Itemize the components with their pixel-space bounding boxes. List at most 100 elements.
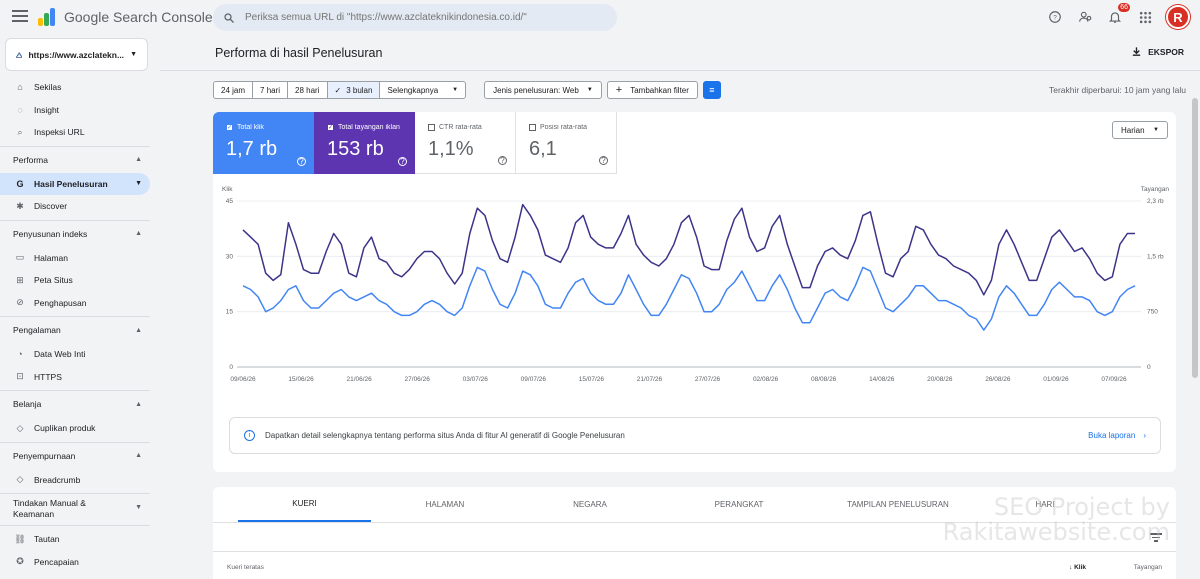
filter-rows-icon[interactable] bbox=[1150, 533, 1162, 542]
sidebar-item-inspeksi-url[interactable]: ⌕ Inspeksi URL bbox=[0, 121, 150, 144]
x-tick-label: 27/07/26 bbox=[695, 376, 721, 383]
left-tick-label: 0 bbox=[229, 364, 233, 371]
checkbox-unchecked-icon[interactable] bbox=[529, 124, 536, 131]
sidebar-item-https[interactable]: ⊡ HTTPS bbox=[0, 366, 150, 389]
manage-users-icon[interactable] bbox=[1076, 8, 1094, 26]
x-tick-label: 27/06/26 bbox=[405, 376, 431, 383]
chevron-down-icon: ▼ bbox=[135, 504, 142, 512]
pages-icon: ▭ bbox=[15, 252, 25, 263]
checkbox-checked-icon[interactable]: ✓ bbox=[226, 124, 233, 131]
x-tick-label: 15/06/26 bbox=[288, 376, 314, 383]
tab-kueri[interactable]: KUERI bbox=[238, 487, 371, 522]
granularity-select[interactable]: Harian ▼ bbox=[1112, 121, 1168, 139]
metric-label: CTR rata-rata bbox=[439, 124, 482, 131]
info-icon: i bbox=[244, 430, 255, 441]
url-inspect-search[interactable] bbox=[213, 4, 617, 31]
help-icon[interactable]: ? bbox=[498, 156, 507, 165]
sidebar-item-peta-situs[interactable]: ⊞ Peta Situs bbox=[0, 269, 150, 292]
url-inspect-input[interactable] bbox=[245, 12, 585, 23]
diamond-icon: ◇ bbox=[16, 474, 24, 485]
section-performa[interactable]: Performa ▲ bbox=[0, 145, 150, 173]
insight-icon: ◌ bbox=[17, 104, 23, 115]
sidebar-item-tautan[interactable]: ⛓ Tautan bbox=[0, 528, 150, 551]
metric-value: 153 rb bbox=[327, 138, 384, 160]
tab-halaman[interactable]: HALAMAN bbox=[425, 500, 465, 509]
help-icon[interactable]: ? bbox=[398, 157, 407, 166]
left-axis-label: Klik bbox=[222, 186, 233, 193]
property-selector[interactable]: https://www.azclatekn... ▼ bbox=[5, 38, 148, 71]
section-tindakan-manual[interactable]: Tindakan Manual & Keamanan ▼ bbox=[0, 493, 150, 523]
help-icon[interactable]: ? bbox=[297, 157, 306, 166]
help-icon[interactable]: ? bbox=[599, 156, 608, 165]
range-24h[interactable]: 24 jam bbox=[213, 81, 254, 99]
sidebar-item-data-web-inti[interactable]: ◔ Data Web Inti bbox=[0, 343, 150, 366]
apps-grid-icon[interactable] bbox=[1136, 8, 1154, 26]
sidebar-item-discover[interactable]: ✱ Discover bbox=[0, 195, 150, 218]
range-3m-label: 3 bulan bbox=[346, 85, 373, 95]
link-icon: ⛓ bbox=[14, 533, 26, 544]
dropdown-arrow-icon: ▼ bbox=[452, 87, 459, 93]
range-28d[interactable]: 28 hari bbox=[287, 81, 328, 99]
sidebar-item-label: Discover bbox=[34, 201, 68, 212]
x-tick-label: 14/08/26 bbox=[869, 376, 895, 383]
x-tick-label: 26/08/26 bbox=[985, 376, 1011, 383]
diamond-icon: ◇ bbox=[16, 422, 24, 433]
removals-icon: ⊘ bbox=[16, 297, 24, 308]
chevron-up-icon: ▲ bbox=[135, 156, 142, 163]
tab-hari[interactable]: HARI bbox=[1035, 500, 1055, 509]
open-report-link[interactable]: Buka laporan › bbox=[1088, 431, 1146, 440]
tab-tampilan-penelusuran[interactable]: TAMPILAN PENELUSURAN bbox=[847, 500, 949, 509]
x-tick-label: 15/07/26 bbox=[579, 376, 605, 383]
notifications-icon[interactable]: 66 bbox=[1106, 3, 1130, 26]
sidebar-item-breadcrumb[interactable]: ◇ Breadcrumb bbox=[0, 469, 150, 492]
sidebar-item-sekilas[interactable]: ⌂ Sekilas bbox=[0, 76, 150, 99]
column-clicks[interactable]: ↓ Klik bbox=[1069, 564, 1086, 571]
plus-icon: + bbox=[615, 84, 623, 96]
section-pengalaman[interactable]: Pengalaman ▲ bbox=[0, 316, 150, 343]
filter-bar: 24 jam 7 hari 28 hari ✓ 3 bulan Selengka… bbox=[213, 81, 721, 99]
export-button[interactable]: EKSPOR bbox=[1131, 46, 1184, 57]
speed-icon: ◔ bbox=[17, 349, 23, 360]
search-type-select[interactable]: Jenis penelusuran: Web ▼ bbox=[484, 81, 602, 99]
right-axis-label: Tayangan bbox=[1141, 186, 1170, 193]
tab-perangkat[interactable]: PERANGKAT bbox=[714, 500, 764, 509]
menu-icon[interactable] bbox=[12, 10, 28, 24]
sidebar-item-insight[interactable]: ◌ Insight bbox=[0, 99, 150, 122]
checkbox-unchecked-icon[interactable] bbox=[428, 124, 435, 131]
metric-value: 1,7 rb bbox=[226, 138, 278, 160]
app-logo[interactable]: Google Search Console bbox=[38, 8, 213, 26]
dropdown-arrow-icon: ▼ bbox=[586, 87, 593, 93]
section-title: Performa bbox=[13, 154, 48, 165]
performance-chart[interactable]: Klik Tayangan 45 2,3 rb 30 1,5 rb 15 750 0 0 09/06… bbox=[213, 184, 1176, 384]
scrollbar[interactable] bbox=[1192, 98, 1198, 378]
account-avatar[interactable]: R bbox=[1166, 5, 1190, 29]
chevron-up-icon: ▲ bbox=[135, 400, 142, 408]
sidebar-item-pencapaian[interactable]: ✪ Pencapaian bbox=[0, 551, 150, 574]
tab-negara[interactable]: NEGARA bbox=[573, 500, 607, 509]
metric-avg-ctr[interactable]: CTR rata-rata 1,1% ? bbox=[415, 112, 516, 174]
metric-total-clicks[interactable]: ✓ Total klik 1,7 rb ? bbox=[213, 112, 314, 174]
sidebar-item-cuplikan-produk[interactable]: ◇ Cuplikan produk bbox=[0, 417, 150, 440]
sidebar-item-halaman[interactable]: ▭ Halaman bbox=[0, 247, 150, 270]
range-3m[interactable]: ✓ 3 bulan bbox=[326, 81, 381, 99]
range-7d[interactable]: 7 hari bbox=[252, 81, 289, 99]
section-title: Penyusunan indeks bbox=[13, 228, 88, 239]
section-belanja[interactable]: Belanja ▲ bbox=[0, 390, 150, 417]
series-line bbox=[242, 266, 1136, 331]
sidebar-item-penghapusan[interactable]: ⊘ Penghapusan bbox=[0, 292, 150, 315]
section-penyusunan-indeks[interactable]: Penyusunan indeks ▲ bbox=[0, 219, 150, 247]
checkbox-checked-icon[interactable]: ✓ bbox=[327, 124, 334, 131]
filter-settings-icon[interactable]: ≡ bbox=[702, 81, 721, 99]
add-filter-button[interactable]: + Tambahkan filter bbox=[606, 81, 698, 99]
section-penyempurnaan[interactable]: Penyempurnaan ▲ bbox=[0, 441, 150, 469]
column-impressions[interactable]: Tayangan bbox=[1133, 564, 1162, 571]
page-title: Performa di hasil Penelusuran bbox=[215, 46, 383, 60]
sidebar-item-label: Data Web Inti bbox=[34, 349, 86, 360]
range-more[interactable]: Selengkapnya ▼ bbox=[379, 81, 467, 99]
help-icon[interactable]: ? bbox=[1046, 8, 1064, 26]
metric-total-impressions[interactable]: ✓ Total tayangan iklan 153 rb ? bbox=[314, 112, 415, 174]
search-icon: ⌕ bbox=[17, 126, 23, 137]
sidebar-item-hasil-penelusuran[interactable]: G Hasil Penelusuran ▼ bbox=[0, 172, 150, 195]
metric-avg-position[interactable]: Posisi rata-rata 6,1 ? bbox=[516, 112, 617, 174]
column-query: Kueri teratas bbox=[227, 564, 264, 571]
